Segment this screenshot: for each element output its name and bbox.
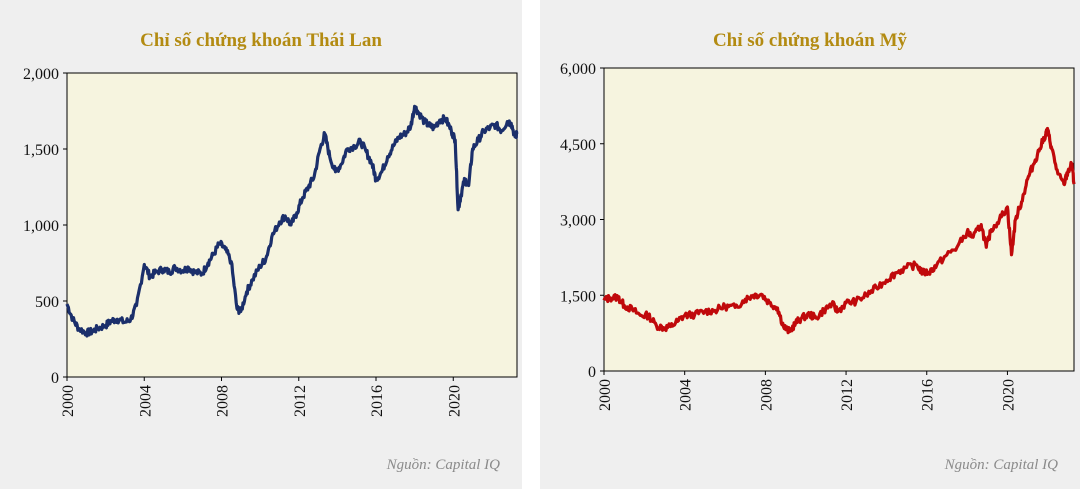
y-tick-label: 4,500: [560, 137, 596, 154]
x-tick-label: 2008: [758, 379, 775, 411]
y-tick-label: 6,000: [560, 61, 596, 78]
us-chart-panel: Chỉ số chứng khoán Mỹ 0 1,500 3,000 4,500 6,…: [540, 0, 1080, 489]
x-tick-label: 2016: [920, 379, 937, 411]
us-index-chart: 0 1,500 3,000 4,500 6,000 2000 2004 2008 2012 201…: [560, 61, 1076, 411]
x-tick-label: 2000: [597, 379, 614, 411]
y-tick-label: 1,500: [560, 288, 596, 305]
y-tick-label: 2,000: [23, 66, 59, 83]
source-note: Nguồn: Capital IQ: [944, 457, 1058, 473]
x-tick-label: 2004: [678, 379, 695, 411]
x-tick-label: 2000: [60, 385, 77, 417]
thailand-index-chart: 0 500 1,000 1,500 2,000 2000 2004 2008 2012 2016 2…: [23, 66, 519, 417]
y-tick-label: 500: [35, 294, 59, 311]
y-tick-label: 1,500: [23, 142, 59, 159]
source-note: Nguồn: Capital IQ: [386, 457, 500, 473]
chart-title: Chỉ số chứng khoán Mỹ: [712, 30, 908, 51]
x-tick-label: 2012: [839, 379, 856, 411]
y-tick-label: 1,000: [23, 218, 59, 235]
series-line: [65, 104, 519, 338]
y-tick-label: 0: [51, 370, 59, 387]
x-tick-label: 2020: [446, 385, 463, 417]
x-tick-label: 2012: [292, 385, 309, 417]
x-tick-label: 2008: [215, 385, 232, 417]
x-tick-label: 2016: [369, 385, 386, 417]
x-tick-label: 2020: [1000, 379, 1017, 411]
y-tick-label: 3,000: [560, 213, 596, 230]
chart-title: Chỉ số chứng khoán Thái Lan: [140, 30, 382, 51]
y-tick-label: 0: [588, 364, 596, 381]
thailand-chart-panel: Chỉ số chứng khoán Thái Lan 0 500 1,000 1,5…: [0, 0, 522, 489]
x-tick-label: 2004: [137, 385, 154, 417]
series-line: [602, 126, 1076, 335]
